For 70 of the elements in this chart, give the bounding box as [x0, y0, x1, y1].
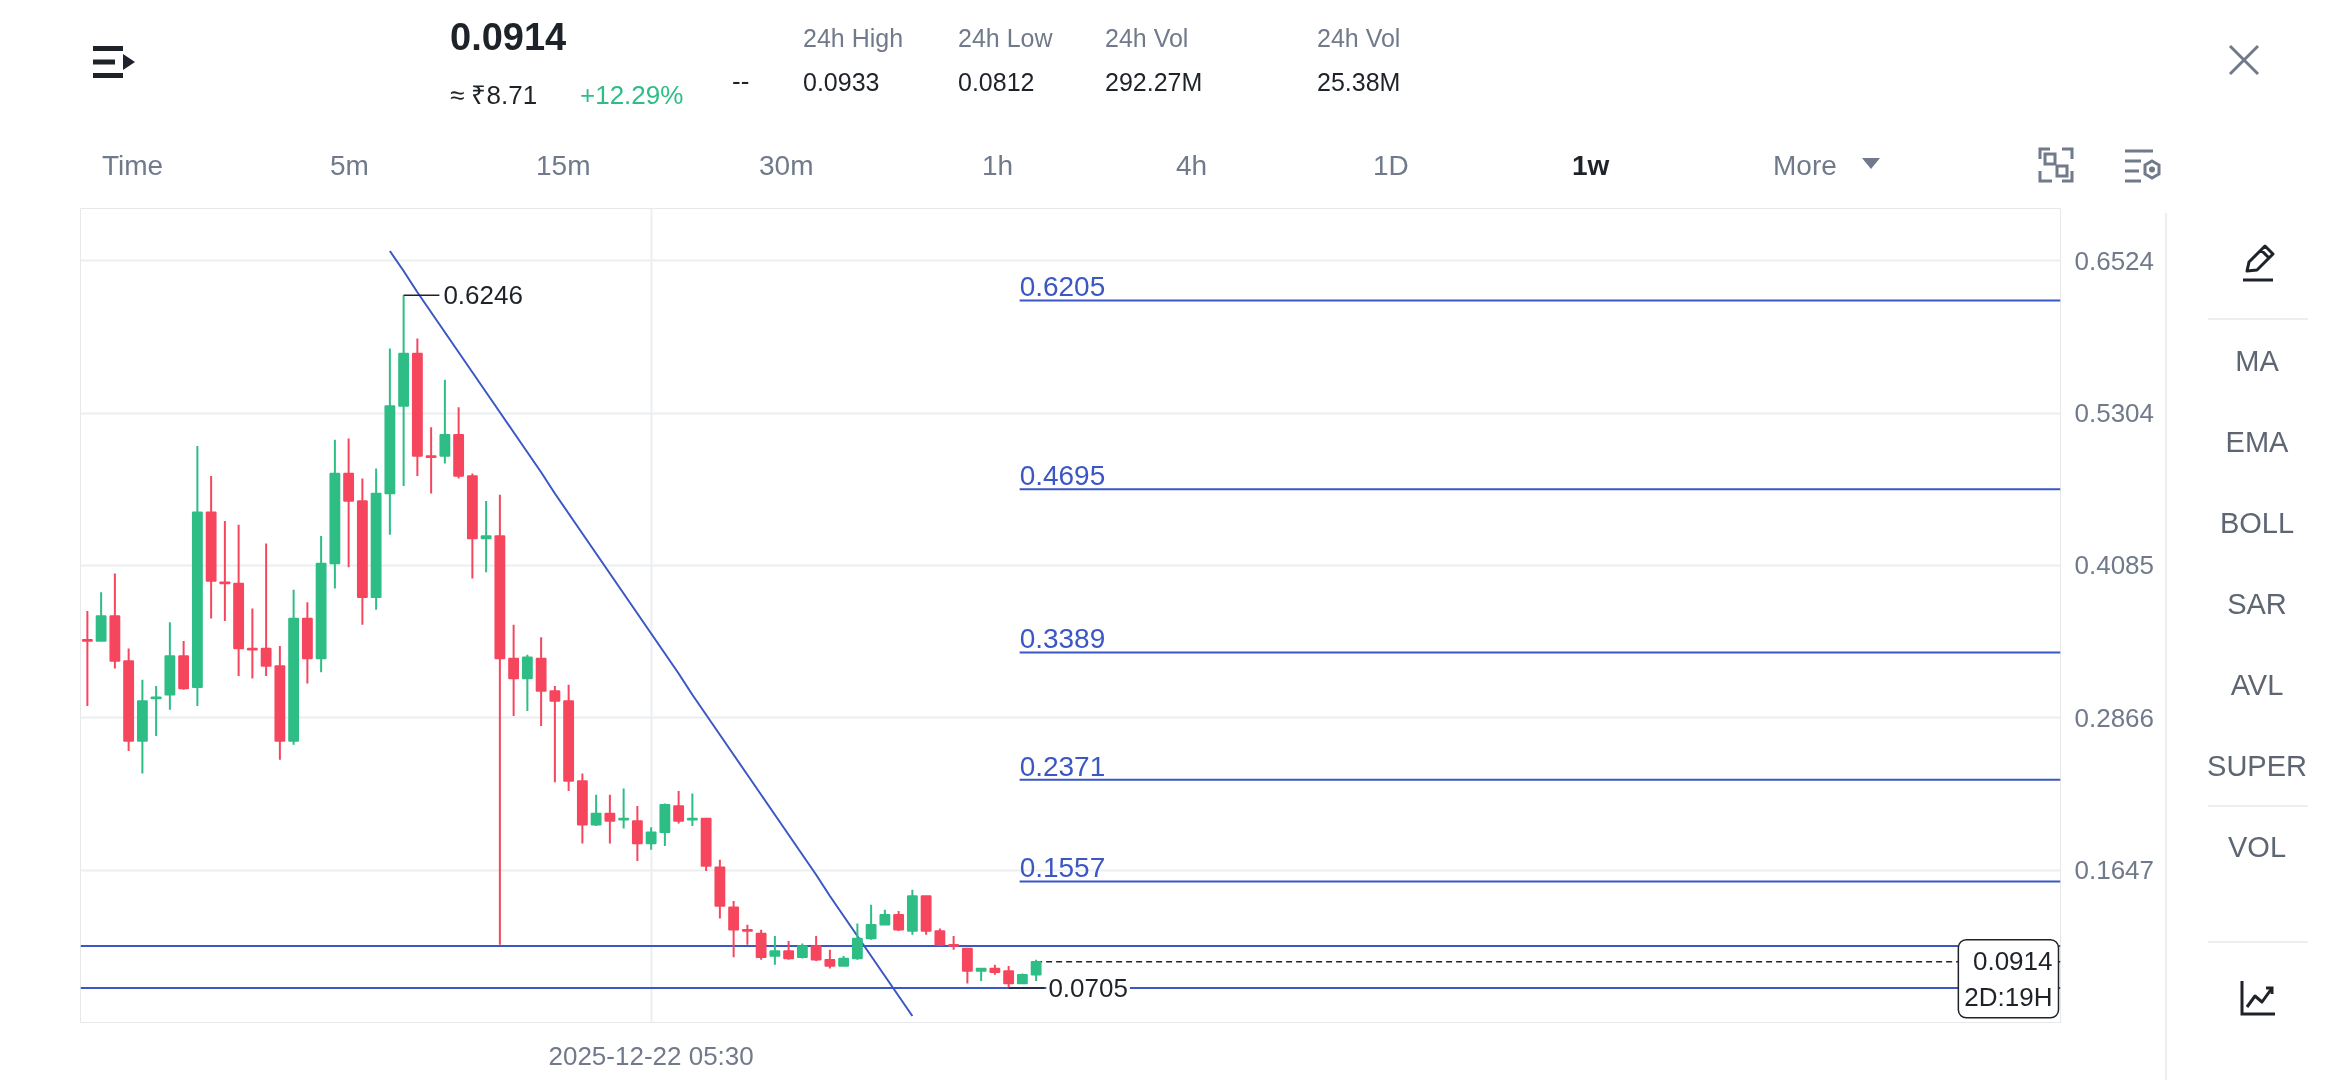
candlestick	[810, 935, 822, 962]
candlestick	[686, 792, 698, 827]
text: 24h Low	[958, 23, 1053, 54]
text: Time	[102, 149, 164, 183]
annotation: 0.0705	[1048, 972, 1128, 1003]
text: 0.0933	[803, 67, 880, 98]
candlestick	[851, 922, 863, 961]
candlestick	[755, 928, 767, 961]
ref-line-label: 0.0914 2D:19H	[1964, 945, 2053, 1012]
y-tick-label: 0.4085	[2074, 550, 2155, 581]
text: 24h Vol	[1317, 23, 1401, 54]
candlestick	[480, 500, 492, 574]
ref-line-label: 0.2371	[1019, 750, 1106, 782]
text: +12.29%	[580, 79, 684, 111]
candlestick	[1030, 958, 1042, 982]
text: EMA	[2225, 425, 2289, 460]
text: 1D	[1373, 149, 1409, 183]
text: 15m	[536, 149, 591, 183]
candlestick	[961, 947, 973, 985]
annotation: 0.6246	[443, 280, 523, 311]
candlestick	[549, 685, 561, 784]
candlestick	[521, 653, 533, 712]
candlestick	[631, 805, 643, 862]
text: BOLL	[2219, 506, 2295, 541]
candlestick	[741, 923, 753, 946]
text: 24h Vol	[1105, 23, 1189, 54]
text: SUPER	[2207, 749, 2307, 784]
y-tick-label: 0.1647	[2074, 855, 2155, 886]
candlestick	[81, 610, 93, 707]
ref-line-label: 0.6205	[1019, 271, 1106, 303]
candlestick	[508, 623, 520, 717]
candlestick	[260, 542, 272, 677]
candlestick	[769, 935, 781, 966]
x-tick-label: 2025-12-22 05:30	[548, 1040, 754, 1071]
candlestick	[590, 793, 602, 827]
text: MA	[2235, 344, 2279, 379]
text: 1w	[1572, 149, 1610, 183]
candlestick	[824, 948, 836, 970]
text: 292.27M	[1105, 67, 1203, 98]
text: 0.0812	[958, 67, 1035, 98]
candlestick	[1003, 965, 1015, 989]
text: More	[1773, 149, 1837, 183]
candlestick	[645, 826, 657, 851]
ref-line-label: 0.1557	[1019, 852, 1106, 884]
candlestick	[425, 426, 437, 495]
candlestick	[673, 790, 685, 825]
ref-line-label: 0.3389	[1019, 623, 1106, 655]
text: 30m	[759, 149, 814, 183]
text: 25.38M	[1317, 67, 1401, 98]
text: ≈ ₹8.71	[450, 79, 538, 111]
candlestick	[783, 940, 795, 961]
text: 0.0914	[450, 15, 567, 60]
text: SAR	[2227, 587, 2287, 622]
y-tick-label: 0.6524	[2074, 245, 2155, 276]
candlestick	[246, 607, 258, 680]
candlestick	[865, 903, 877, 941]
candlestick	[439, 378, 451, 465]
text: VOL	[2227, 830, 2287, 865]
candlestick	[604, 793, 616, 845]
candlestick	[618, 787, 630, 830]
text: 4h	[1176, 149, 1208, 183]
text: 5m	[330, 149, 369, 183]
y-tick-label: 0.5304	[2074, 398, 2155, 428]
text: --	[732, 65, 750, 97]
text: 1h	[982, 149, 1014, 183]
ref-line-label: 0.4695	[1019, 460, 1106, 492]
candlestick	[728, 900, 740, 959]
text: 24h High	[803, 23, 904, 54]
text: AVL	[2230, 668, 2284, 703]
y-tick-label: 0.2866	[2074, 702, 2155, 733]
